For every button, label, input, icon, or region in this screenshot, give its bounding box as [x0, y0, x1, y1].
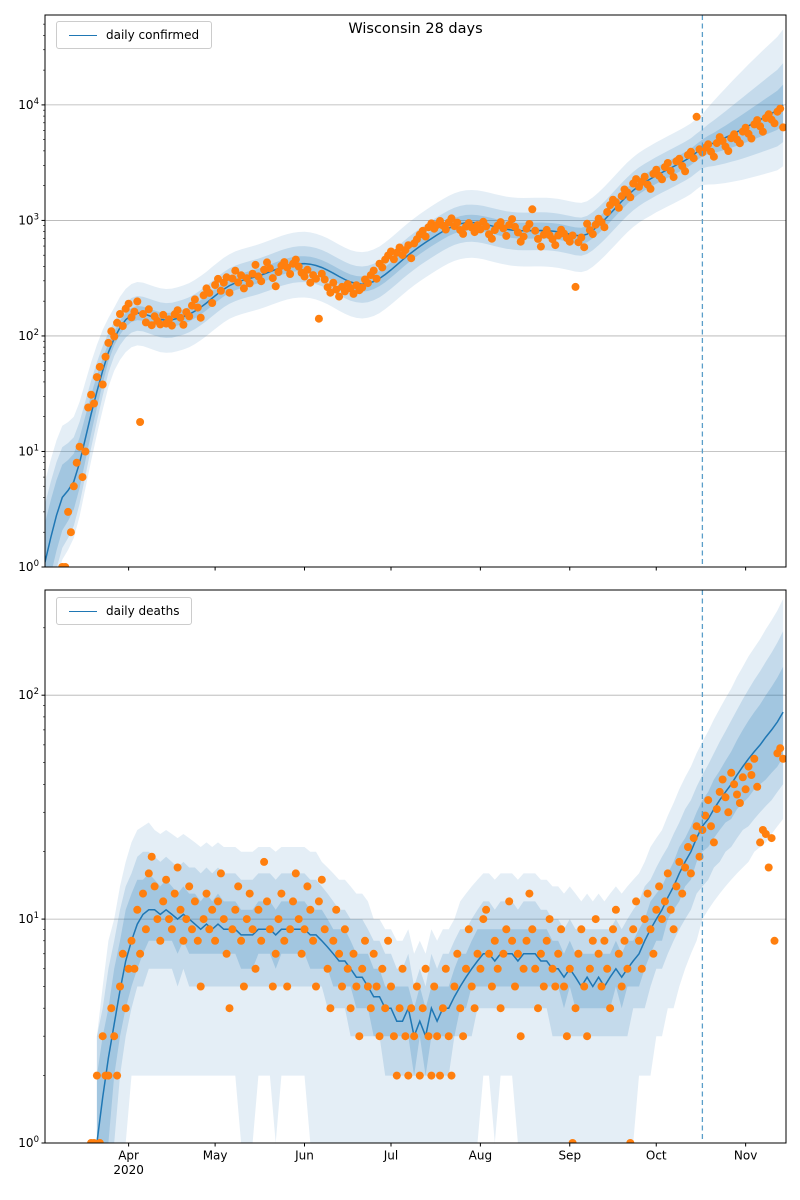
svg-text:Sep: Sep: [558, 1149, 581, 1163]
svg-text:104: 104: [18, 97, 39, 112]
legend-label-confirmed: daily confirmed: [106, 28, 200, 42]
legend-daily-deaths: daily deaths: [56, 597, 193, 625]
svg-text:May: May: [203, 1149, 228, 1163]
uncertainty-bands: [96, 599, 784, 1143]
svg-text:100: 100: [18, 1135, 39, 1150]
x-tick-labels: [128, 567, 747, 571]
svg-text:101: 101: [18, 443, 39, 458]
legend-line-icon: [69, 610, 97, 612]
svg-text:102: 102: [18, 328, 39, 343]
svg-text:Jun: Jun: [294, 1149, 314, 1163]
svg-text:102: 102: [18, 687, 39, 702]
axes-frame: [44, 589, 787, 1144]
scatter-points: [87, 744, 786, 1143]
axes-frame: [44, 14, 787, 568]
band: [96, 631, 784, 1143]
uncertainty-bands: [45, 29, 784, 567]
daily-confirmed-chart: 100 101 102 103 104: [18, 14, 787, 574]
svg-text:2020: 2020: [113, 1163, 144, 1177]
svg-text:103: 103: [18, 212, 39, 227]
chart-title: Wisconsin 28 days: [348, 21, 483, 37]
band: [96, 666, 784, 1143]
svg-text:Oct: Oct: [646, 1149, 667, 1163]
y-tick-labels: 100 101 102 103 104: [18, 23, 45, 574]
svg-text:Aug: Aug: [469, 1149, 492, 1163]
legend-line-icon: [69, 34, 97, 36]
scatter-points: [58, 104, 786, 567]
svg-text:101: 101: [18, 911, 39, 926]
svg-text:Apr: Apr: [118, 1149, 139, 1163]
svg-text:Nov: Nov: [734, 1149, 757, 1163]
legend-label-deaths: daily deaths: [106, 604, 180, 618]
svg-text:100: 100: [18, 559, 39, 574]
legend-daily-confirmed: daily confirmed: [56, 21, 213, 49]
y-tick-labels: 100 101 102: [18, 627, 45, 1150]
svg-text:Jul: Jul: [383, 1149, 398, 1163]
